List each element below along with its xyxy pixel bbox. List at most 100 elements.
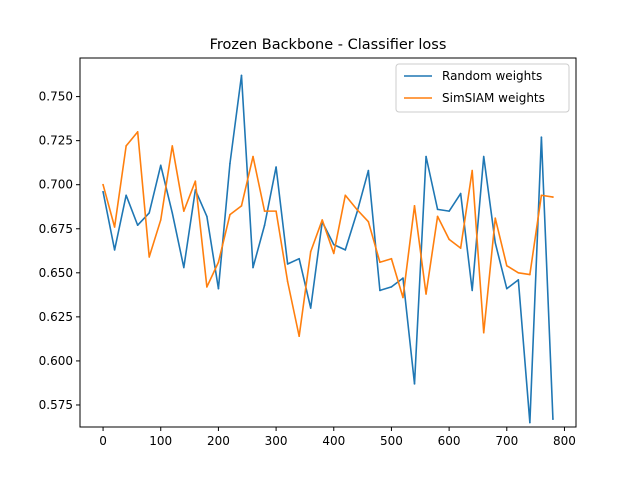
data-point xyxy=(229,213,231,216)
data-point xyxy=(136,131,139,133)
x-tick-label: 0 xyxy=(99,434,107,448)
data-point xyxy=(459,247,462,249)
ticks-layer: 0 100 200 300 400 500 600 700 800 0.575 0.600 0.625… xyxy=(39,90,576,448)
data-point xyxy=(217,261,220,264)
data-point xyxy=(102,183,104,186)
x-tick-label: 200 xyxy=(207,434,230,448)
y-tick-label: 0.675 xyxy=(39,222,73,236)
data-point xyxy=(448,238,450,241)
data-point xyxy=(102,190,104,193)
data-point xyxy=(482,155,485,158)
data-point xyxy=(309,307,312,309)
data-point xyxy=(252,155,254,158)
data-point xyxy=(425,155,427,158)
y-tick-label: 0.575 xyxy=(39,398,73,412)
x-tick-label: 100 xyxy=(149,434,172,448)
data-point xyxy=(436,208,439,211)
data-point xyxy=(125,194,127,197)
data-point xyxy=(367,220,370,223)
y-tick-label: 0.725 xyxy=(39,134,73,148)
data-point xyxy=(540,194,543,197)
data-point xyxy=(252,266,254,269)
data-point xyxy=(402,277,404,279)
data-point xyxy=(436,215,439,218)
data-point xyxy=(206,286,208,288)
data-point xyxy=(286,280,289,283)
data-point xyxy=(332,252,335,255)
chart-title: Frozen Backbone - Classifier loss xyxy=(210,37,447,53)
data-point xyxy=(459,192,462,195)
data-point xyxy=(367,169,370,172)
series-line xyxy=(102,131,554,338)
data-point xyxy=(263,210,266,212)
data-point xyxy=(517,272,520,274)
x-tick-label: 300 xyxy=(265,434,288,448)
data-point xyxy=(171,212,174,214)
series-line xyxy=(102,74,554,424)
data-point xyxy=(540,136,543,138)
y-tick-label: 0.700 xyxy=(39,178,73,192)
data-point xyxy=(148,256,151,258)
data-point xyxy=(413,383,416,385)
data-point xyxy=(379,261,381,264)
data-point xyxy=(529,421,531,424)
data-point xyxy=(379,289,381,292)
data-point xyxy=(356,212,358,214)
data-point xyxy=(402,296,404,299)
data-point xyxy=(206,215,208,218)
data-point xyxy=(275,166,277,168)
legend: Random weights SimSIAM weights xyxy=(395,63,570,113)
data-point xyxy=(529,273,531,276)
data-point xyxy=(471,169,473,172)
data-point xyxy=(159,164,162,167)
data-point xyxy=(298,257,300,260)
data-point xyxy=(448,210,450,212)
data-point xyxy=(194,180,197,182)
data-point xyxy=(171,145,174,147)
data-point xyxy=(113,249,116,251)
data-point xyxy=(240,74,243,77)
y-tick-label: 0.625 xyxy=(39,310,73,324)
data-point xyxy=(552,196,554,198)
x-tick-label: 700 xyxy=(495,434,518,448)
data-point xyxy=(183,210,185,212)
data-point xyxy=(321,219,324,221)
data-point xyxy=(425,293,427,295)
data-point xyxy=(494,217,497,219)
legend-box xyxy=(395,63,570,113)
x-tick-label: 500 xyxy=(380,434,403,448)
data-point xyxy=(309,250,312,253)
data-point xyxy=(125,145,127,147)
series-layer xyxy=(102,74,554,424)
data-point xyxy=(113,226,116,228)
data-point xyxy=(344,194,347,197)
axes-frame xyxy=(79,57,577,428)
data-point xyxy=(390,257,393,260)
x-tick-label: 400 xyxy=(322,434,345,448)
legend-label: Random weights xyxy=(442,69,542,83)
x-tick-label: 800 xyxy=(553,434,576,448)
series-random-weights xyxy=(102,74,554,424)
data-point xyxy=(183,266,185,269)
x-tick-label: 600 xyxy=(438,434,461,448)
data-point xyxy=(136,224,139,227)
data-point xyxy=(344,249,347,251)
data-point xyxy=(505,264,508,267)
data-point xyxy=(148,212,151,214)
data-point xyxy=(332,243,335,246)
y-tick-label: 0.600 xyxy=(39,354,73,368)
data-point xyxy=(263,224,266,227)
y-tick-label: 0.650 xyxy=(39,266,73,280)
data-point xyxy=(298,335,300,338)
data-point xyxy=(286,263,289,265)
data-point xyxy=(275,210,277,212)
legend-label: SimSIAM weights xyxy=(442,91,545,105)
data-point xyxy=(356,208,358,211)
data-point xyxy=(517,279,520,281)
data-point xyxy=(494,242,497,244)
data-point xyxy=(505,287,508,290)
data-point xyxy=(229,162,231,165)
data-point xyxy=(413,205,416,207)
